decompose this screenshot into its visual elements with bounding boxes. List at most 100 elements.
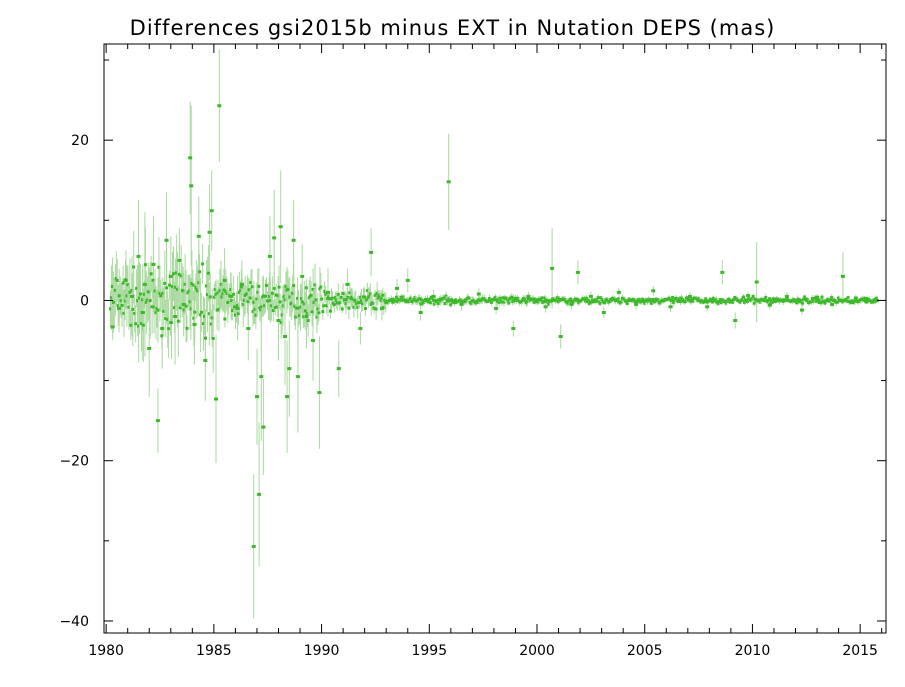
band-point [773, 298, 776, 302]
band-point [379, 299, 383, 303]
band-point [140, 322, 143, 326]
band-point [828, 299, 832, 303]
band-point [279, 321, 283, 325]
band-point [398, 298, 402, 302]
chart-title: Differences gsi2015b minus EXT in Nutati… [129, 16, 776, 40]
band-point [436, 302, 440, 305]
data-point [601, 311, 606, 314]
band-point [218, 289, 222, 293]
y-tick-label: 0 [80, 293, 89, 309]
band-point [299, 297, 303, 301]
band-point [453, 301, 457, 305]
band-point [863, 296, 867, 300]
band-point [743, 300, 746, 304]
band-point [306, 319, 310, 322]
data-point [235, 306, 240, 310]
band-point [327, 295, 331, 299]
band-point [207, 312, 211, 316]
band-point [270, 291, 274, 295]
band-point [426, 300, 430, 303]
band-point [651, 298, 655, 301]
band-point [336, 292, 340, 296]
band-point [360, 299, 363, 303]
band-point [273, 305, 277, 309]
band-point [829, 298, 833, 302]
band-point [407, 299, 411, 303]
band-point [431, 298, 435, 302]
data-points [110, 104, 878, 548]
band-point [697, 297, 701, 301]
band-point [202, 322, 205, 326]
band-point [156, 308, 160, 312]
band-point [823, 301, 827, 305]
band-point [616, 299, 619, 303]
data-point [300, 274, 305, 278]
band-point [745, 300, 749, 303]
band-point [175, 287, 179, 291]
band-point [419, 302, 423, 306]
data-point [117, 306, 122, 310]
band-point [363, 307, 367, 310]
band-point [757, 298, 761, 302]
band-point [691, 299, 695, 303]
band-point [556, 300, 560, 304]
data-point [853, 296, 858, 300]
band-point [610, 298, 614, 302]
band-point [119, 299, 123, 303]
band-point [816, 298, 820, 302]
data-point [181, 302, 186, 306]
band-point [230, 299, 234, 303]
band-point [134, 322, 138, 326]
band-point [750, 297, 754, 301]
band-point [391, 300, 395, 304]
band-point [257, 284, 261, 288]
band-point [333, 295, 337, 299]
data-point [217, 104, 222, 108]
band-point [489, 300, 493, 304]
band-point [822, 300, 826, 303]
data-point [246, 327, 251, 330]
band-point [577, 301, 581, 305]
band-point [231, 309, 235, 312]
band-point [196, 289, 200, 293]
band-point [162, 309, 166, 313]
band-point [626, 299, 630, 303]
band-point [510, 295, 514, 299]
band-point [232, 292, 236, 296]
band-point [450, 298, 454, 302]
data-point [295, 375, 300, 379]
band-point [371, 301, 375, 305]
band-point [172, 272, 175, 276]
band-point [741, 298, 744, 302]
band-point [233, 305, 236, 309]
band-point [248, 296, 252, 300]
band-point [152, 305, 156, 309]
band-point [215, 308, 219, 312]
band-point [288, 295, 292, 299]
band-point [313, 283, 317, 287]
data-point [431, 294, 436, 298]
band-point [265, 283, 268, 287]
band-point [766, 300, 770, 304]
band-point [201, 262, 205, 266]
band-point [325, 304, 329, 308]
band-point [260, 305, 264, 309]
band-point [376, 296, 380, 300]
band-point [442, 296, 446, 300]
band-point [219, 282, 223, 286]
band-point [619, 300, 623, 304]
band-point [221, 292, 225, 296]
band-point [329, 309, 332, 313]
band-point [127, 305, 131, 309]
band-point [350, 295, 354, 299]
band-point [480, 298, 484, 302]
band-point [844, 298, 848, 301]
x-tick-label: 2005 [627, 643, 663, 659]
band-point [164, 317, 168, 320]
band-point [531, 297, 535, 301]
band-point [774, 299, 777, 303]
band-point [811, 299, 815, 303]
band-point [383, 298, 387, 302]
band-point [845, 299, 849, 303]
band-point [449, 303, 453, 307]
